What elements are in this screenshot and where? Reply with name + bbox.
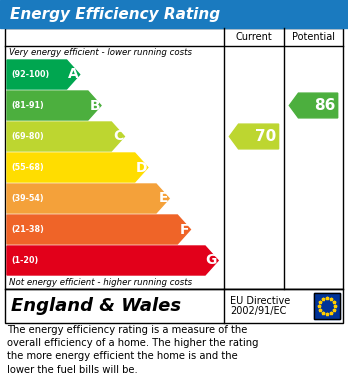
Text: (81-91): (81-91) (11, 101, 44, 110)
Bar (0, 0, 348, 28)
Text: England & Wales: England & Wales (11, 297, 181, 315)
Text: Current: Current (236, 32, 272, 42)
Polygon shape (7, 215, 190, 244)
Polygon shape (7, 91, 101, 120)
Text: The energy efficiency rating is a measure of the
overall efficiency of a home. T: The energy efficiency rating is a measur… (7, 325, 259, 375)
Bar (314, 293, 340, 319)
Text: (92-100): (92-100) (11, 70, 49, 79)
Polygon shape (229, 124, 279, 149)
Text: Very energy efficient - lower running costs: Very energy efficient - lower running co… (9, 48, 192, 57)
Text: B: B (89, 99, 100, 113)
Text: (39-54): (39-54) (11, 194, 44, 203)
Text: C: C (113, 129, 124, 143)
Bar (314, 293, 340, 319)
Polygon shape (7, 153, 148, 182)
Text: A: A (68, 68, 79, 81)
Bar (5, 289, 343, 323)
Text: G: G (206, 253, 217, 267)
Text: (69-80): (69-80) (11, 132, 44, 141)
Text: 2002/91/EC: 2002/91/EC (230, 306, 286, 316)
Text: D: D (135, 160, 147, 174)
Text: 86: 86 (314, 98, 336, 113)
Bar (5, 28, 343, 289)
Polygon shape (7, 122, 124, 151)
Text: Not energy efficient - higher running costs: Not energy efficient - higher running co… (9, 278, 192, 287)
Text: (21-38): (21-38) (11, 225, 44, 234)
Text: Potential: Potential (292, 32, 335, 42)
Text: (55-68): (55-68) (11, 163, 44, 172)
Text: E: E (159, 192, 168, 206)
Polygon shape (7, 60, 80, 89)
Text: 70: 70 (255, 129, 277, 144)
Text: EU Directive: EU Directive (230, 296, 290, 306)
Polygon shape (7, 246, 218, 275)
Text: F: F (180, 222, 189, 237)
Polygon shape (7, 184, 169, 213)
Text: Energy Efficiency Rating: Energy Efficiency Rating (10, 7, 220, 22)
Text: (1-20): (1-20) (11, 256, 38, 265)
Polygon shape (289, 93, 338, 118)
